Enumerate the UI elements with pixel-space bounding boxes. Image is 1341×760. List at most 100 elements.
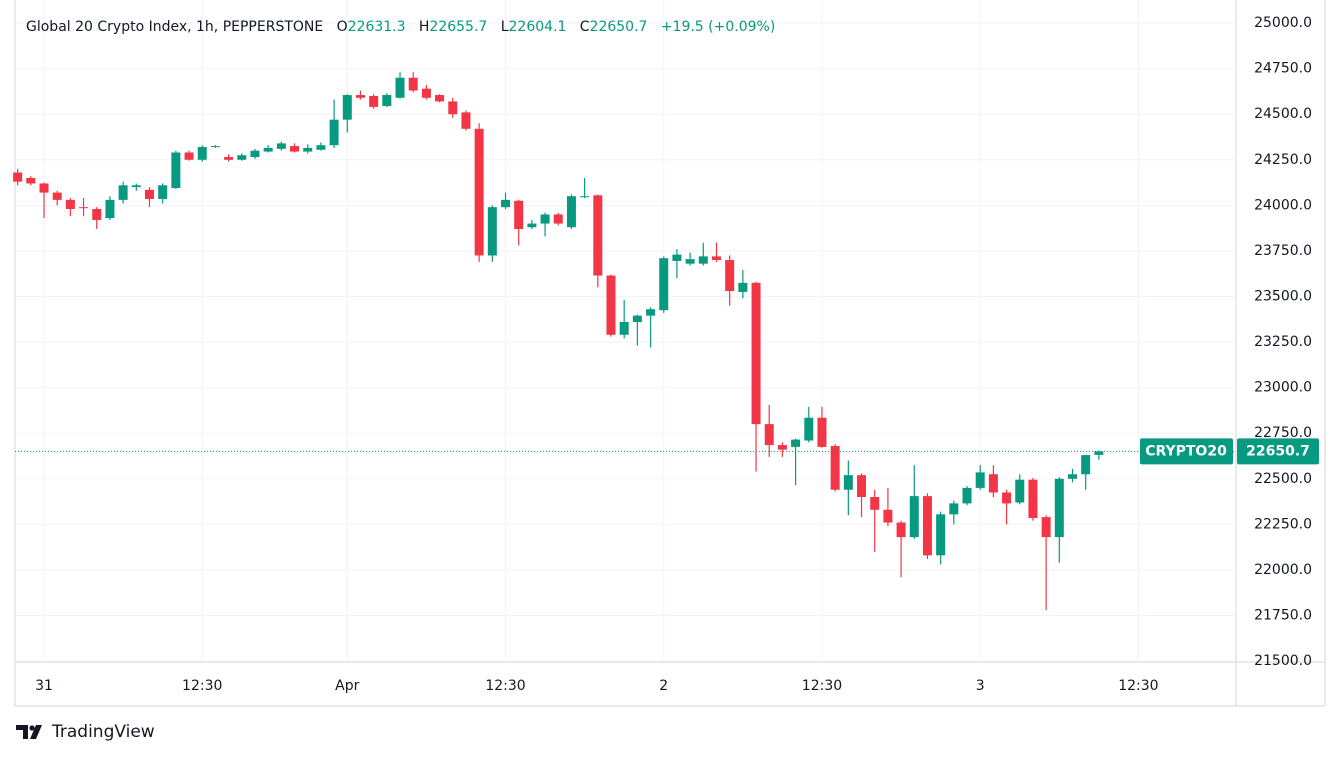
candle-body [725,260,735,292]
axes: 21500.0 21750.0 22000.0 22250.0 22500.0 22750… [35,15,1319,694]
y-tick-label: 24750.0 [1254,61,1312,77]
candle-body [408,77,418,91]
legend-header: Global 20 Crypto Index, 1h, PEPPERSTONE … [26,19,775,35]
branding[interactable]: TradingView [16,722,155,742]
candle-body [646,309,656,316]
change: +19.5 [660,19,704,35]
candles [13,72,1236,611]
candle-body [421,88,431,98]
candle-body [1067,474,1077,479]
l-label: L [500,19,509,35]
candle-body [105,199,115,219]
candle-body [329,119,339,146]
candle-body [210,146,220,148]
candle-body [922,496,932,556]
candle-body [527,223,537,228]
h-value: 22655.7 [429,19,488,35]
candle-body [593,195,603,276]
candle-body [144,189,154,199]
x-tick-label: 12:30 [1118,678,1158,694]
candle-body [791,439,801,447]
candle-body [1015,479,1025,503]
candle-body [751,282,761,425]
candle-body [1028,479,1038,518]
candle-body [26,178,36,184]
candle-body [184,152,194,160]
candle-body [870,497,880,510]
candle-body [1081,455,1091,475]
y-tick-label: 23750.0 [1254,243,1312,259]
candle-body [619,322,629,335]
x-tick-label: 3 [976,678,985,694]
grid [15,0,1236,662]
candle-body [355,95,365,98]
brand-name: TradingView [52,722,155,742]
y-tick-label: 23250.0 [1254,334,1312,350]
candle-body [883,509,893,523]
candle-body [448,101,458,115]
candle-body [553,214,563,224]
y-tick-label: 25000.0 [1254,15,1312,31]
candle-body [303,147,313,152]
candle-body [685,259,695,264]
o-label: O [336,19,348,35]
c-label: C [579,19,590,35]
x-tick-label: Apr [335,678,359,694]
c-value: 22650.7 [589,19,648,35]
candle-body [52,192,62,200]
candle-body [342,95,352,120]
candle-body [276,143,286,149]
logo [16,725,42,739]
candle-body [632,315,642,323]
candle-body [474,128,484,256]
candle-body [435,95,445,102]
y-tick-label: 21750.0 [1254,608,1312,624]
symbol-tag [1140,438,1233,465]
candle-body [1054,478,1064,538]
y-tick-label: 23000.0 [1254,380,1312,396]
candle-body [777,445,787,450]
candle-body [197,147,207,160]
candle-body [158,185,168,199]
candle-body [540,214,550,224]
candle-body [975,472,985,488]
candle-body [316,145,326,150]
price-tag [1237,438,1319,465]
y-tick-label: 24000.0 [1254,197,1312,213]
candle-body [224,157,234,160]
candle-body [672,254,682,261]
candle-body [514,200,524,230]
candle-body [830,445,840,490]
candle-body [501,199,511,208]
candle-body [764,424,774,446]
candle-body [698,256,708,264]
y-tick-label: 22000.0 [1254,562,1312,578]
candle-body [962,487,972,504]
candle-body [131,185,141,188]
y-tick-label: 23500.0 [1254,288,1312,304]
candle-body [65,199,75,209]
candle-body [39,183,49,193]
change-pct: (+0.09%) [708,19,776,35]
candle-body [263,147,273,152]
y-tick-label: 22500.0 [1254,471,1312,487]
candle-body [711,256,721,261]
candle-body [369,95,379,107]
candle-body [1094,451,1104,455]
candle-body [382,95,392,106]
x-tick-label: 2 [659,678,668,694]
x-tick-label: 12:30 [802,678,842,694]
candle-body [566,196,576,228]
l-value: 22604.1 [508,19,567,35]
x-tick-label: 31 [35,678,53,694]
candle-body [487,207,497,256]
o-value: 22631.3 [347,19,406,35]
h-label: H [418,19,430,35]
candle-body [949,503,959,515]
candle-body [606,275,616,335]
title: Global 20 Crypto Index, 1h, PEPPERSTONE [26,19,324,35]
candle-body [857,475,867,498]
candle-body [79,207,89,209]
candle-body [659,258,669,311]
